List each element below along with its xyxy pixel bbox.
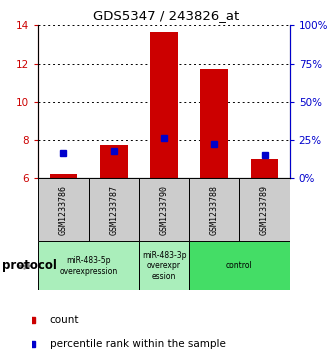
Bar xyxy=(50,174,77,178)
Text: GSM1233786: GSM1233786 xyxy=(59,185,68,234)
Bar xyxy=(139,241,189,290)
Bar xyxy=(100,144,128,178)
Bar xyxy=(251,159,278,178)
Text: miR-483-5p
overexpression: miR-483-5p overexpression xyxy=(60,256,118,276)
Bar xyxy=(239,178,290,241)
Text: GSM1233788: GSM1233788 xyxy=(210,185,219,234)
Bar xyxy=(38,241,139,290)
Bar xyxy=(189,178,239,241)
Text: control: control xyxy=(226,261,253,270)
Bar xyxy=(89,178,139,241)
Text: percentile rank within the sample: percentile rank within the sample xyxy=(50,339,225,349)
Text: protocol: protocol xyxy=(2,260,57,272)
Text: GSM1233790: GSM1233790 xyxy=(160,185,168,234)
Text: GSM1233787: GSM1233787 xyxy=(109,185,118,234)
Text: GSM1233789: GSM1233789 xyxy=(260,185,269,234)
Bar xyxy=(38,178,89,241)
Text: GDS5347 / 243826_at: GDS5347 / 243826_at xyxy=(93,9,240,22)
Bar xyxy=(150,32,178,178)
Bar xyxy=(189,241,290,290)
Bar xyxy=(200,69,228,178)
Text: count: count xyxy=(50,315,79,325)
Text: miR-483-3p
overexpr
ession: miR-483-3p overexpr ession xyxy=(142,251,186,281)
Bar xyxy=(139,178,189,241)
